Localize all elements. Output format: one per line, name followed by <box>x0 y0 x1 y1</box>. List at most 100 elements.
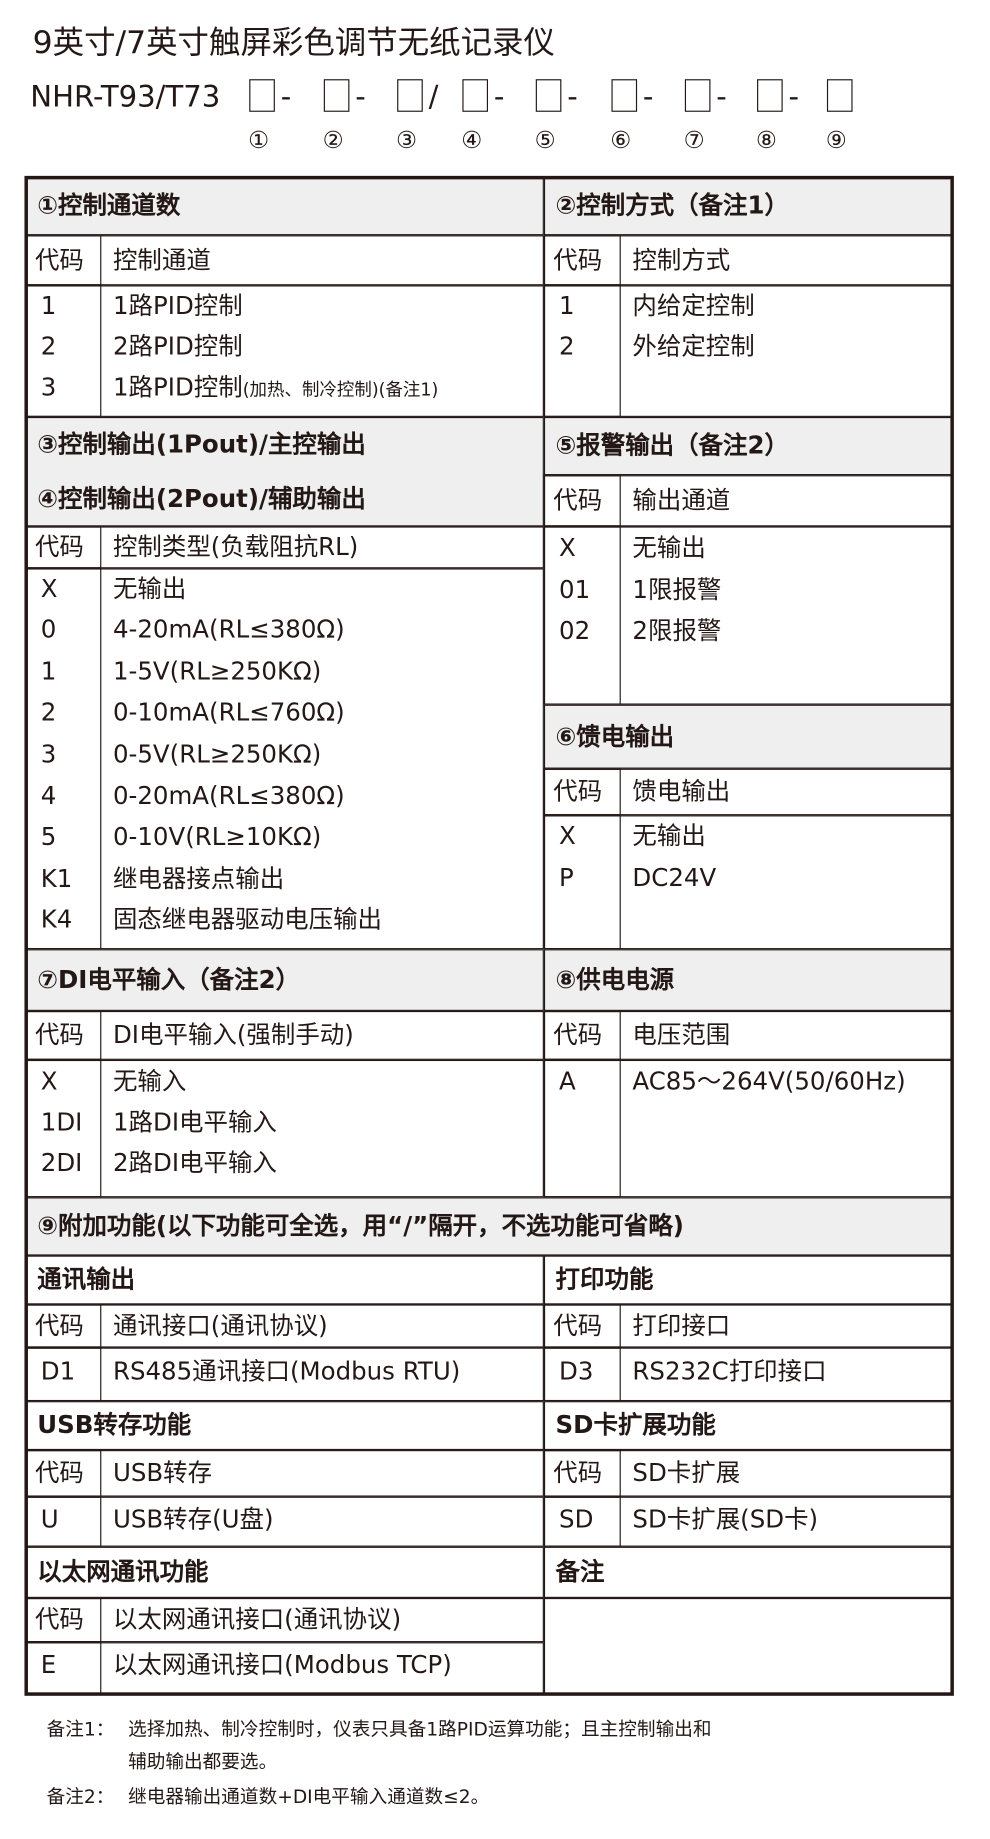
s7-code-header: 代码 <box>34 1020 84 1049</box>
usb-code-header: 代码 <box>34 1458 84 1487</box>
s34-header <box>25 416 544 527</box>
s2-code-column <box>543 285 621 417</box>
position-marker-3: ③ <box>395 125 417 154</box>
s6-row-name: 无输出 <box>632 821 706 850</box>
position-marker-2: ② <box>322 125 344 154</box>
print-row-name: RS232C打印接口 <box>632 1357 827 1386</box>
model-code-box-9 <box>826 79 853 112</box>
s5-row-code: 01 <box>559 575 591 604</box>
print-code-column <box>543 1347 621 1402</box>
sd-title: SD卡扩展功能 <box>555 1411 716 1439</box>
sd-name-header: SD卡扩展 <box>632 1458 741 1487</box>
page-title: 9英寸/7英寸触屏彩色调节无纸记录仪 <box>32 25 555 62</box>
sd-row-name: SD卡扩展(SD卡) <box>632 1505 819 1534</box>
s2-code-header-cell <box>543 235 621 286</box>
position-marker-8: ⑧ <box>755 125 777 154</box>
s7-title: ⑦DI电平输入（备注2） <box>37 965 301 994</box>
print-name-header: 打印接口 <box>632 1311 731 1340</box>
s34-row-name: 固态继电器驱动电压输出 <box>112 905 383 934</box>
s6-code-header-cell <box>543 768 621 816</box>
note-1-label: 备注1： <box>46 1717 115 1741</box>
s5-row-name: 2限报警 <box>632 616 722 645</box>
note-1-text-cont: 辅助输出都要选。 <box>128 1750 278 1773</box>
eth-code-header: 代码 <box>34 1605 84 1634</box>
model-code-box-4 <box>462 79 489 112</box>
s34-row-name: 无输出 <box>112 574 187 603</box>
s5-code-header: 代码 <box>553 486 603 515</box>
s7-row-code: X <box>40 1067 58 1096</box>
s34-row-code: X <box>40 574 58 603</box>
s34-row-code: 2 <box>40 698 57 727</box>
model-code-box-6 <box>611 79 638 112</box>
position-marker-7: ⑦ <box>683 125 705 154</box>
s6-title: ⑥馈电输出 <box>555 722 675 751</box>
s34-row-name: 0-20mA(RL≤380Ω) <box>112 782 345 811</box>
s8-code-header-cell <box>543 1010 621 1060</box>
s7-row-name: 无输入 <box>112 1067 187 1096</box>
usb-row-code: U <box>40 1505 59 1534</box>
s6-name-header: 馈电输出 <box>632 777 731 806</box>
s1-title: ①控制通道数 <box>37 191 181 220</box>
s34-row-code: 5 <box>40 822 57 851</box>
model-separator: - <box>788 79 800 114</box>
model-separator: - <box>355 79 366 114</box>
s34-row-code: 0 <box>40 615 57 644</box>
s5-header <box>543 416 953 476</box>
s9-title: ⑨附加功能(以下功能可全选，用“/”隔开，不选功能可省略) <box>37 1211 684 1240</box>
s8-code-column <box>543 1059 621 1198</box>
s1-row-name-main: 1路PID控制 <box>112 373 243 402</box>
position-marker-1: ① <box>248 125 269 154</box>
s8-row-name: AC85～264V(50/60Hz) <box>632 1067 906 1096</box>
s1-name-header: 控制通道 <box>112 245 211 274</box>
s34-row-code: 4 <box>40 782 57 811</box>
model-separator: / <box>428 79 439 114</box>
comm-row-code: D1 <box>40 1357 76 1386</box>
model-separator: - <box>280 79 292 114</box>
model-code-box-7 <box>684 79 711 112</box>
s1-row-remark: (加热、制冷控制)(备注1) <box>242 379 439 401</box>
position-marker-4: ④ <box>461 125 483 154</box>
s6-row-name: DC24V <box>632 863 717 892</box>
sd-code-column <box>543 1496 621 1547</box>
s5-title: ⑤报警输出（备注2） <box>555 431 789 460</box>
s34-row-code: 1 <box>40 657 57 686</box>
position-marker-9: ⑨ <box>825 125 847 154</box>
s8-title: ⑧供电电源 <box>555 965 675 994</box>
s34-row-code: K1 <box>40 864 73 893</box>
s1-row-name: 2路PID控制 <box>112 332 243 361</box>
note-2-label: 备注2： <box>46 1785 115 1808</box>
s34-title-1: ③控制输出(1Pout)/主控输出 <box>37 429 366 458</box>
s5-row-name: 1限报警 <box>632 575 722 604</box>
model-code-box-5 <box>535 79 562 112</box>
s1-row-name: 1路PID控制(加热、制冷控制)(备注1) <box>112 373 439 402</box>
position-marker-6: ⑥ <box>610 125 632 154</box>
model-separator: - <box>642 79 654 114</box>
comm-row-name: RS485通讯接口(Modbus RTU) <box>112 1357 461 1386</box>
s2-code-header: 代码 <box>553 245 603 274</box>
s1-row-name: 1路PID控制 <box>112 291 243 320</box>
s2-row-code: 1 <box>559 291 575 320</box>
model-separator: - <box>493 79 505 114</box>
eth-name-header: 以太网通讯接口(通讯协议) <box>112 1605 402 1634</box>
s34-row-code: 3 <box>40 740 57 769</box>
model-code-box-2 <box>323 79 350 112</box>
s2-title: ②控制方式（备注1） <box>555 191 789 220</box>
s7-row-name: 2路DI电平输入 <box>112 1148 277 1177</box>
s8-header <box>543 949 953 1011</box>
s7-header <box>25 949 544 1011</box>
model-code-box-3 <box>397 79 423 112</box>
s6-row-code: P <box>559 863 574 892</box>
table-frame <box>24 175 954 1696</box>
print-title: 打印功能 <box>555 1265 654 1294</box>
s6-code-column <box>543 815 621 950</box>
s34-row-name: 1-5V(RL≥250KΩ) <box>112 657 322 686</box>
s5-code-column <box>543 526 621 705</box>
s9-header <box>25 1197 953 1256</box>
s1-row-code: 3 <box>40 373 57 402</box>
s34-row-name: 0-5V(RL≥250KΩ) <box>112 740 322 769</box>
sd-code-header: 代码 <box>553 1458 603 1487</box>
s34-title-2: ④控制输出(2Pout)/辅助输出 <box>37 484 366 513</box>
print-code-header-cell <box>543 1304 621 1348</box>
s34-code-header: 代码 <box>34 532 84 561</box>
